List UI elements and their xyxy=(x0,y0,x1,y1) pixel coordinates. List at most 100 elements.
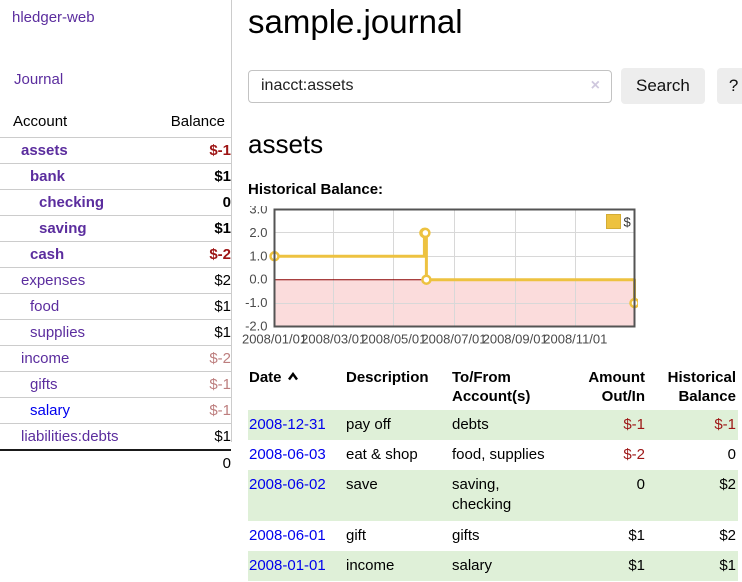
transaction-amount: $1 xyxy=(628,556,645,574)
account-balance: $-1 xyxy=(142,371,231,398)
transaction-date-link[interactable]: 2008-06-02 xyxy=(249,476,326,493)
account-balance: $1 xyxy=(142,319,231,346)
register-header-accounts: To/From Account(s) xyxy=(452,369,531,405)
legend-swatch xyxy=(606,214,621,229)
account-row: salary $-1 xyxy=(0,397,231,424)
transaction-accounts: debts xyxy=(452,415,489,433)
account-row: bank $1 xyxy=(0,163,231,190)
accounts-total-row: 0 xyxy=(0,449,231,476)
accounts-table: Account Balance assets $-1 bank $1 checking 0… xyxy=(0,111,231,476)
account-heading: assets xyxy=(248,129,324,159)
transaction-date-link[interactable]: 2008-06-03 xyxy=(249,445,326,463)
transaction-amount: $-2 xyxy=(623,445,645,463)
account-link[interactable]: income xyxy=(21,350,70,367)
main-content: sample.journal × Search ? assets Histori… xyxy=(242,0,742,581)
transaction-balance: $1 xyxy=(719,556,736,574)
accounts-header-row: Account Balance xyxy=(0,111,231,138)
register-header-balance: Historical Balance xyxy=(667,369,736,405)
accounts-total-value: 0 xyxy=(142,449,231,476)
transaction-amount: $-1 xyxy=(623,415,645,433)
account-link[interactable]: cash xyxy=(30,246,65,263)
register-table: Date Description To/From Account(s) Amou… xyxy=(248,366,738,581)
account-row: cash $-2 xyxy=(0,241,231,268)
account-row: food $1 xyxy=(0,293,231,320)
search-button[interactable]: Search xyxy=(621,68,705,104)
search-bar: × Search ? xyxy=(248,68,742,104)
transaction-balance: $-1 xyxy=(714,415,736,433)
transaction-balance: $2 xyxy=(719,476,736,493)
transaction-balance: 0 xyxy=(727,445,736,463)
register-row: 2008-06-03 eat & shop food, supplies $-2 0 xyxy=(248,440,738,470)
register-tbody: 2008-12-31 pay off debts $-1 $-1 2008-06-03 ea… xyxy=(248,409,738,581)
account-balance: $-1 xyxy=(142,397,231,424)
register-row: 2008-06-01 gift gifts $1 $2 xyxy=(248,521,738,551)
transaction-amount: $1 xyxy=(628,526,645,544)
account-link[interactable]: food xyxy=(30,298,60,315)
register-row: 2008-06-02 save saving, checking 0 $2 xyxy=(248,470,738,521)
account-link[interactable]: liabilities:debts xyxy=(21,428,119,445)
x-tick-label: 2008/09/01 xyxy=(483,332,548,347)
clear-search-icon[interactable]: × xyxy=(590,76,600,94)
account-link[interactable]: checking xyxy=(39,194,105,211)
accounts-header-account: Account xyxy=(13,113,68,130)
app-brand: hledger-web xyxy=(0,9,231,26)
page-title: sample.journal xyxy=(248,3,463,40)
account-balance: $1 xyxy=(142,423,231,450)
account-balance: $2 xyxy=(142,267,231,294)
account-link[interactable]: saving xyxy=(39,220,87,237)
y-tick-label: 3.0 xyxy=(249,206,267,217)
account-balance: $1 xyxy=(142,293,231,320)
x-tick-label: 2008/01/01 xyxy=(242,332,307,347)
register-header-amount: Amount Out/In xyxy=(588,369,645,405)
search-input[interactable] xyxy=(248,69,612,103)
plot-border xyxy=(273,208,636,328)
legend-label: $ xyxy=(624,215,632,230)
y-tick-label: 2.0 xyxy=(249,225,267,240)
sort-ascending-icon xyxy=(287,371,298,381)
account-row: gifts $-1 xyxy=(0,371,231,398)
register-header-date[interactable]: Date xyxy=(248,366,345,410)
account-link[interactable]: bank xyxy=(30,168,66,185)
transaction-accounts: food, supplies xyxy=(452,445,545,463)
x-tick-label: 2008/07/01 xyxy=(421,332,486,347)
account-balance: 0 xyxy=(142,189,231,216)
register-row: 2008-01-01 income salary $1 $1 xyxy=(248,550,738,581)
account-row: checking 0 xyxy=(0,189,231,216)
sidebar-nav: Journal xyxy=(0,71,231,88)
transaction-date-link[interactable]: 2008-12-31 xyxy=(249,415,326,433)
help-button[interactable]: ? xyxy=(716,68,742,104)
data-point-marker xyxy=(421,274,432,285)
sidebar: hledger-web Journal Account Balance asse… xyxy=(0,0,232,476)
historical-balance-chart: $3.0 2.0 1.0 0.0 -1.0 -2.0 2008/01/01 2008/03/0… xyxy=(234,202,742,353)
data-point-marker xyxy=(420,227,431,239)
x-tick-label: 2008/03/01 xyxy=(301,332,366,347)
account-link[interactable]: salary xyxy=(30,402,71,419)
transaction-description: income xyxy=(346,556,395,574)
account-link[interactable]: assets xyxy=(21,142,68,159)
register-header-row: Date Description To/From Account(s) Amou… xyxy=(248,366,738,410)
transaction-date-link[interactable]: 2008-06-01 xyxy=(249,526,326,544)
account-link[interactable]: supplies xyxy=(30,324,86,341)
sidebar-item-journal[interactable]: Journal xyxy=(14,71,64,88)
accounts-header-balance: Balance xyxy=(170,113,225,130)
account-link[interactable]: expenses xyxy=(21,272,86,289)
y-tick-label: -1.0 xyxy=(245,295,267,310)
transaction-description: pay off xyxy=(346,415,391,433)
account-balance: $1 xyxy=(142,163,231,190)
y-tick-label: 0.0 xyxy=(249,272,267,287)
account-balance: $-1 xyxy=(142,137,231,164)
account-row: assets $-1 xyxy=(0,137,231,164)
account-row: liabilities:debts $1 xyxy=(0,423,231,450)
accounts-tbody: assets $-1 bank $1 checking 0 saving $1 cash $-2 e… xyxy=(0,137,231,450)
register-header-description: Description xyxy=(346,369,429,386)
y-tick-label: 1.0 xyxy=(249,248,267,263)
transaction-date-link[interactable]: 2008-01-01 xyxy=(249,556,326,574)
x-tick-label: 2008/05/01 xyxy=(361,332,426,347)
transaction-description: gift xyxy=(346,526,367,544)
account-link[interactable]: gifts xyxy=(30,376,58,393)
account-row: supplies $1 xyxy=(0,319,231,346)
account-row: saving $1 xyxy=(0,215,231,242)
account-balance: $-2 xyxy=(142,345,231,372)
account-row: expenses $2 xyxy=(0,267,231,294)
brand-link[interactable]: hledger-web xyxy=(12,9,95,26)
